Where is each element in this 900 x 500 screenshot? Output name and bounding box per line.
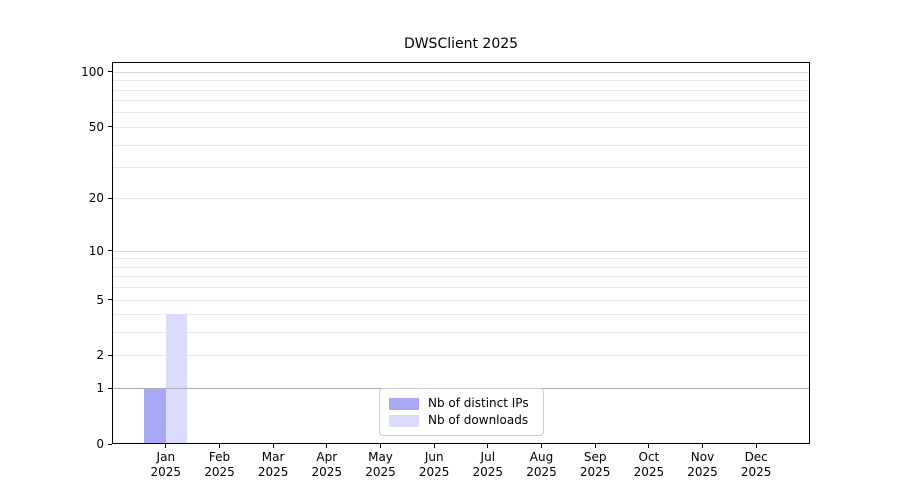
x-axis-tick-sep <box>594 444 596 448</box>
y-axis-tick-2 <box>108 354 112 356</box>
x-axis-tick-jul <box>487 444 489 448</box>
y-tick-label-20: 20 <box>88 191 104 206</box>
gridline-y-7 <box>113 276 809 278</box>
y-tick-label-0: 0 <box>96 437 104 451</box>
y-axis-tick-0 <box>108 443 112 445</box>
legend-label-downloads: Nb of downloads <box>428 413 529 427</box>
y-tick-label-5: 5 <box>96 292 104 307</box>
y-tick-label-100: 100 <box>81 64 104 79</box>
gridline-y-70 <box>113 100 809 102</box>
x-tick-label-aug: Aug 2025 <box>526 450 557 479</box>
x-tick-label-dec: Dec 2025 <box>740 450 772 479</box>
x-tick-label-feb: Feb 2025 <box>204 450 235 479</box>
y-axis-tick-10 <box>108 250 112 252</box>
x-tick-label-oct: Oct 2025 <box>633 450 665 479</box>
x-axis-tick-dec <box>755 444 757 448</box>
gridline-y-80 <box>113 89 809 91</box>
x-tick-label-mar: Mar 2025 <box>257 450 289 479</box>
gridline-y-60 <box>113 112 809 114</box>
legend-entry-distinct-ips: Nb of distinct IPs <box>389 395 534 412</box>
gridline-y-6 <box>113 287 809 289</box>
gridline-y-40 <box>113 144 809 146</box>
y-axis-tick-100 <box>108 71 112 73</box>
legend-swatch-downloads <box>389 414 419 427</box>
plot-area-border <box>112 62 810 444</box>
gridline-y-9 <box>113 258 809 260</box>
gridline-y-3 <box>113 332 809 334</box>
x-axis-tick-mar <box>272 444 274 448</box>
x-tick-label-jan: Jan 2025 <box>150 450 182 479</box>
bar-jan-downloads <box>165 314 188 444</box>
gridline-y-2 <box>113 355 809 357</box>
gridline-y-50 <box>113 126 809 128</box>
gridline-y-8 <box>113 266 809 268</box>
x-tick-label-nov: Nov 2025 <box>687 450 718 479</box>
x-tick-label-jul: Jul 2025 <box>472 450 504 479</box>
x-axis-tick-jan <box>165 444 167 448</box>
y-tick-label-10: 10 <box>88 243 104 258</box>
x-tick-label-apr: Apr 2025 <box>311 450 343 479</box>
x-axis-tick-nov <box>702 444 703 448</box>
y-axis-tick-20 <box>108 197 112 199</box>
gridline-y-10 <box>113 250 809 252</box>
legend-swatch-distinct-ips <box>389 397 419 410</box>
legend-label-distinct-ips: Nb of distinct IPs <box>428 396 529 410</box>
y-tick-label-50: 50 <box>88 119 104 134</box>
x-axis-tick-feb <box>219 444 220 448</box>
x-tick-label-sep: Sep 2025 <box>579 450 611 479</box>
x-tick-label-jun: Jun 2025 <box>418 450 450 479</box>
gridline-y-100 <box>113 71 809 73</box>
gridline-y-20 <box>113 198 809 200</box>
x-axis-tick-aug <box>541 444 542 448</box>
y-axis-tick-1 <box>108 387 112 389</box>
x-tick-label-may: May 2025 <box>365 450 396 479</box>
y-tick-label-1: 1 <box>96 381 104 396</box>
y-axis-tick-5 <box>108 299 112 300</box>
x-axis-tick-oct <box>648 444 650 448</box>
y-axis-tick-50 <box>108 126 112 128</box>
gridline-y-5 <box>113 299 809 301</box>
chart-title: DWSClient 2025 <box>403 36 519 52</box>
gridline-y-4 <box>113 314 809 316</box>
legend-entry-downloads: Nb of downloads <box>389 412 534 429</box>
gridline-y-90 <box>113 80 809 82</box>
x-axis-tick-jun <box>433 444 435 448</box>
bar-jan-distinct-ips <box>144 388 166 444</box>
x-axis-tick-may <box>380 444 381 448</box>
legend: Nb of distinct IPs Nb of downloads <box>379 388 544 436</box>
gridline-y-30 <box>113 167 809 168</box>
y-tick-label-2: 2 <box>96 348 104 363</box>
x-axis-tick-apr <box>326 444 328 448</box>
